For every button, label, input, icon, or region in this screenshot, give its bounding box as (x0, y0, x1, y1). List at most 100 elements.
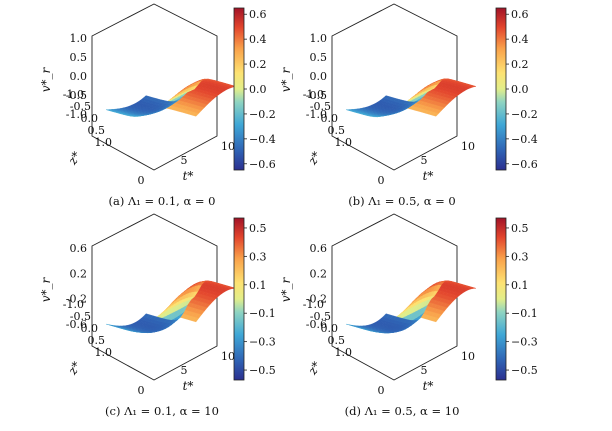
colorbar-tick-label: −0.4 (511, 133, 538, 146)
colorbar-tick-label: −0.2 (249, 108, 276, 121)
colorbar-tick-label: 0.0 (249, 83, 267, 96)
x-tick-label: 10 (461, 140, 475, 153)
colorbar (495, 7, 507, 171)
colorbar-tick-label: 0.2 (511, 58, 529, 71)
z-axis-label: v*_r (39, 66, 53, 92)
colorbar-tick-label: −0.1 (511, 307, 538, 320)
x-tick-label: 10 (221, 350, 235, 363)
colorbar-tick-label: 0.1 (511, 279, 529, 292)
surface-cell (469, 85, 477, 88)
z-tick-label: 0.6 (310, 242, 328, 255)
axes-box (331, 213, 458, 381)
z-tick-label: -0.2 (306, 293, 327, 306)
z-tick-label: -1.0 (66, 108, 87, 121)
z-tick-label: 1.0 (70, 32, 88, 45)
y-tick-label: -0.5 (70, 310, 91, 323)
colorbar-tick-label: 0.2 (249, 58, 267, 71)
y-tick-label: -1.0 (303, 298, 324, 311)
y-tick-label: 0.0 (81, 112, 99, 125)
surface-panel-2: 0.60.2-0.2-0.6v*_r1.00.50.0-0.5-1.0z*051… (39, 213, 276, 418)
x-tick-label: 10 (221, 140, 235, 153)
x-axis-label: t* (423, 169, 434, 183)
z-axis-label: v*_r (279, 66, 293, 92)
colorbar-tick-label: −0.6 (511, 158, 538, 171)
y-axis-label: z* (65, 149, 84, 168)
x-tick-label-origin: 0 (138, 384, 145, 397)
z-tick-label: 1.0 (310, 32, 328, 45)
z-tick-label: -0.5 (306, 89, 327, 102)
surface-cell (469, 287, 477, 289)
z-tick-label: 0.2 (70, 267, 88, 280)
y-tick-label: -1.0 (63, 298, 84, 311)
y-tick-label: 0.0 (81, 322, 99, 335)
y-tick-label: 0.5 (88, 334, 106, 347)
y-tick-label: -0.5 (70, 100, 91, 113)
colorbar-tick-label: 0.3 (511, 250, 529, 263)
y-tick-label: 0.5 (328, 124, 346, 137)
colorbar-tick-label: 0.4 (249, 33, 267, 46)
z-tick-label: -0.6 (306, 318, 327, 331)
y-tick-label: 1.0 (95, 136, 113, 149)
z-tick-label: -0.2 (66, 293, 87, 306)
x-tick-label-origin: 0 (138, 174, 145, 187)
axes-box (91, 213, 218, 381)
x-tick-label-origin: 0 (378, 384, 385, 397)
z-axis-label: v*_r (279, 276, 293, 302)
y-tick-label: 1.0 (335, 136, 353, 149)
colorbar-tick-label: −0.4 (249, 133, 276, 146)
y-tick-label: -1.0 (63, 88, 84, 101)
x-tick-label-origin: 0 (378, 174, 385, 187)
surface-panel-1: 1.00.50.0-0.5-1.0v*_r1.00.50.0-0.5-1.0z*… (279, 3, 538, 208)
panel-caption: (a) Λ₁ = 0.1, α = 0 (109, 194, 216, 208)
colorbar-tick-label: −0.5 (249, 364, 276, 377)
surface-panel-0: 1.00.50.0-0.5-1.0v*_r1.00.50.0-0.5-1.0z*… (39, 3, 276, 208)
axes-box (331, 3, 458, 171)
z-tick-label: -1.0 (306, 108, 327, 121)
x-tick-label: 5 (181, 364, 188, 377)
colorbar-tick-label: −0.3 (511, 336, 538, 349)
y-tick-label: 0.0 (321, 112, 339, 125)
y-tick-label: -0.5 (310, 310, 331, 323)
x-tick-label: 5 (181, 154, 188, 167)
y-axis-label: z* (65, 359, 84, 378)
colorbar-tick-label: 0.1 (249, 279, 267, 292)
colorbar-tick-label: −0.6 (249, 158, 276, 171)
z-tick-label: -0.6 (66, 318, 87, 331)
colorbar-tick-label: −0.5 (511, 364, 538, 377)
z-tick-label: 0.6 (70, 242, 88, 255)
y-tick-label: -0.5 (310, 100, 331, 113)
z-tick-label: 0.0 (310, 70, 328, 83)
y-tick-label: 0.5 (328, 334, 346, 347)
colorbar-tick-label: −0.1 (249, 307, 276, 320)
z-tick-label: -0.5 (66, 89, 87, 102)
x-tick-label: 5 (421, 154, 428, 167)
surface-mesh (345, 78, 477, 118)
y-tick-label: -1.0 (303, 88, 324, 101)
panel-caption: (c) Λ₁ = 0.1, α = 10 (105, 404, 219, 418)
colorbar-tick-label: −0.2 (511, 108, 538, 121)
surface-mesh (345, 280, 477, 334)
y-tick-label: 0.5 (88, 124, 106, 137)
y-tick-label: 1.0 (335, 346, 353, 359)
colorbar (233, 7, 245, 171)
colorbar (233, 217, 245, 381)
colorbar-tick-label: 0.3 (249, 250, 267, 263)
z-tick-label: 0.5 (310, 51, 328, 64)
colorbar-tick-label: 0.6 (511, 8, 529, 21)
colorbar-tick-label: −0.3 (249, 336, 276, 349)
surface-mesh (105, 78, 237, 117)
panel-caption: (d) Λ₁ = 0.5, α = 10 (345, 404, 460, 418)
colorbar-tick-label: 0.5 (249, 222, 267, 235)
surface-panel-3: 0.60.2-0.2-0.6v*_r1.00.50.0-0.5-1.0z*051… (279, 213, 538, 418)
y-tick-label: 1.0 (95, 346, 113, 359)
y-axis-label: z* (305, 359, 324, 378)
x-axis-label: t* (183, 169, 194, 183)
y-tick-label: 0.0 (321, 322, 339, 335)
z-axis-label: v*_r (39, 276, 53, 302)
y-axis-label: z* (305, 149, 324, 168)
panel-caption: (b) Λ₁ = 0.5, α = 0 (348, 194, 455, 208)
x-tick-label: 5 (421, 364, 428, 377)
axes-box (91, 3, 218, 171)
z-tick-label: 0.0 (70, 70, 88, 83)
colorbar-tick-label: 0.0 (511, 83, 529, 96)
